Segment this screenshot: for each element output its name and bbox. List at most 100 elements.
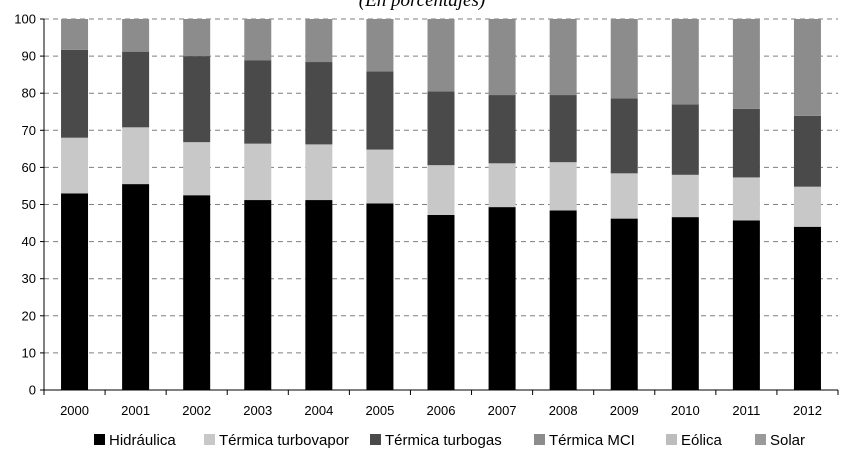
bar-segment bbox=[305, 200, 333, 390]
bar-stack-2012 bbox=[793, 19, 821, 390]
bar-segment bbox=[732, 177, 760, 221]
bar-stack-2010 bbox=[671, 19, 699, 390]
bar-segment bbox=[549, 162, 577, 211]
y-tick-label: 40 bbox=[22, 234, 36, 249]
bar-segment bbox=[793, 186, 821, 227]
bar-segment bbox=[793, 19, 821, 116]
bar-segment bbox=[549, 19, 577, 96]
legend-label: Solar bbox=[770, 432, 805, 449]
bar-stack-2002 bbox=[183, 19, 211, 390]
bar-segment bbox=[183, 56, 211, 143]
bar-stack-2004 bbox=[305, 19, 333, 390]
bars bbox=[61, 19, 821, 390]
bar-segment bbox=[366, 203, 394, 390]
x-tick-label: 2010 bbox=[671, 403, 700, 418]
x-tick-label: 2008 bbox=[549, 403, 578, 418]
y-axis-ticks: 0 10 20 30 40 50 60 70 80 90 100 bbox=[14, 12, 44, 398]
bar-segment bbox=[671, 19, 699, 105]
bar-segment bbox=[732, 19, 760, 109]
bar-segment bbox=[610, 98, 638, 174]
x-tick-label: 2003 bbox=[243, 403, 272, 418]
bar-stack-2006 bbox=[427, 19, 455, 390]
bar-segment bbox=[427, 214, 455, 390]
bar-segment bbox=[183, 19, 211, 57]
bar-segment bbox=[671, 174, 699, 218]
bar-segment bbox=[305, 144, 333, 201]
x-tick-label: 2006 bbox=[427, 403, 456, 418]
bar-segment bbox=[427, 91, 455, 166]
bar-segment bbox=[366, 19, 394, 72]
legend-item: Hidráulica bbox=[94, 432, 176, 449]
bar-segment bbox=[366, 149, 394, 204]
y-tick-label: 30 bbox=[22, 271, 36, 286]
legend-swatch bbox=[534, 434, 545, 445]
x-tick-label: 2002 bbox=[182, 403, 211, 418]
bar-segment bbox=[793, 115, 821, 187]
bar-segment bbox=[488, 95, 516, 164]
bar-segment bbox=[61, 49, 89, 138]
legend-label: Hidráulica bbox=[109, 432, 176, 449]
y-tick-label: 20 bbox=[22, 308, 36, 323]
y-tick-label: 60 bbox=[22, 160, 36, 175]
x-axis-ticks: 2000 2001 2002 2003 2004 2005 2006 2007 2008 2009… bbox=[43, 390, 839, 418]
bar-segment bbox=[61, 137, 89, 194]
bar-segment bbox=[366, 71, 394, 150]
legend-swatch bbox=[370, 434, 381, 445]
bar-segment bbox=[732, 108, 760, 178]
bar-segment bbox=[122, 127, 150, 185]
bar-segment bbox=[305, 62, 333, 145]
legend-label: Térmica MCI bbox=[549, 432, 635, 449]
bar-stack-2000 bbox=[61, 19, 89, 390]
bar-segment bbox=[122, 19, 150, 52]
bar-segment bbox=[244, 200, 272, 390]
y-tick-label: 100 bbox=[14, 12, 36, 27]
y-tick-label: 50 bbox=[22, 197, 36, 212]
legend-label: Térmica turbogas bbox=[385, 432, 502, 449]
bar-segment bbox=[671, 217, 699, 390]
bar-segment bbox=[671, 104, 699, 175]
bar-stack-2011 bbox=[732, 19, 760, 390]
legend-swatch bbox=[94, 434, 105, 445]
bar-stack-2008 bbox=[549, 19, 577, 390]
bar-segment bbox=[61, 19, 89, 50]
legend-item: Térmica turbovapor bbox=[204, 432, 349, 449]
bar-segment bbox=[305, 19, 333, 63]
legend-swatch bbox=[666, 434, 677, 445]
y-tick-label: 0 bbox=[29, 383, 36, 398]
bar-segment bbox=[610, 173, 638, 219]
bar-segment bbox=[793, 226, 821, 390]
bar-segment bbox=[244, 60, 272, 144]
x-tick-label: 2005 bbox=[365, 403, 394, 418]
bar-segment bbox=[183, 195, 211, 390]
bar-segment bbox=[610, 19, 638, 99]
legend-swatch bbox=[755, 434, 766, 445]
legend-item: Solar bbox=[755, 432, 805, 449]
legend-swatch bbox=[204, 434, 215, 445]
bar-stack-2001 bbox=[122, 19, 150, 390]
legend-item: Térmica MCI bbox=[534, 432, 635, 449]
bar-stack-2003 bbox=[244, 19, 272, 390]
bar-segment bbox=[183, 142, 211, 196]
y-tick-label: 90 bbox=[22, 49, 36, 64]
x-tick-label: 2007 bbox=[488, 403, 517, 418]
bar-segment bbox=[61, 193, 89, 390]
x-tick-label: 2012 bbox=[793, 403, 822, 418]
x-tick-label: 2000 bbox=[60, 403, 89, 418]
y-tick-label: 70 bbox=[22, 123, 36, 138]
bar-segment bbox=[549, 95, 577, 163]
y-tick-label: 10 bbox=[22, 345, 36, 360]
bar-segment bbox=[427, 165, 455, 215]
legend-item: Eólica bbox=[666, 432, 723, 449]
bar-segment bbox=[244, 143, 272, 201]
x-tick-label: 2009 bbox=[610, 403, 639, 418]
bar-segment bbox=[610, 218, 638, 390]
bar-segment bbox=[488, 207, 516, 390]
bar-segment bbox=[732, 220, 760, 390]
bar-segment bbox=[488, 19, 516, 96]
legend-label: Térmica turbovapor bbox=[219, 432, 349, 449]
bar-segment bbox=[122, 51, 150, 128]
y-tick-label: 80 bbox=[22, 86, 36, 101]
legend-label: Eólica bbox=[681, 432, 723, 449]
legend-item: Térmica turbogas bbox=[370, 432, 502, 449]
